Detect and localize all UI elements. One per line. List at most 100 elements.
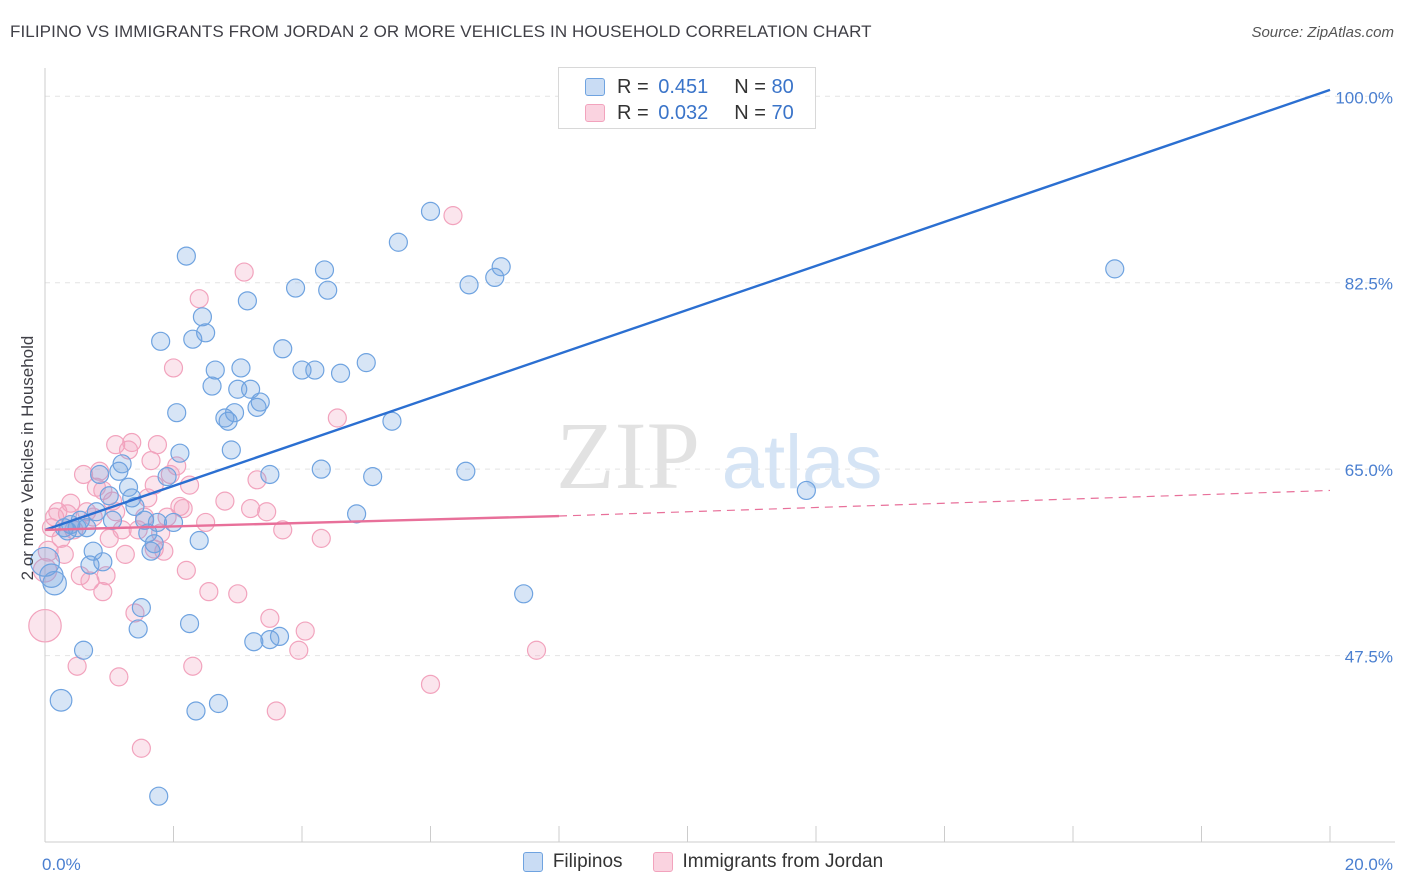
- jordan-point: [273, 520, 293, 540]
- filipino-point: [420, 201, 441, 221]
- jordan-point: [199, 582, 219, 602]
- filipino-point: [196, 323, 216, 343]
- legend-swatch-pink: [652, 852, 673, 872]
- filipino-point: [215, 408, 235, 428]
- x-tick-label: 0.0%: [42, 855, 81, 874]
- filipino-point: [205, 360, 225, 380]
- filipino-point: [189, 530, 209, 551]
- filipino-point: [456, 461, 476, 481]
- watermark-atlas: atlas: [722, 420, 883, 505]
- jordan-point: [420, 674, 441, 694]
- filipino-point: [125, 496, 145, 517]
- jordan-point: [327, 408, 347, 428]
- legend-item-filipinos: Filipinos: [522, 851, 623, 873]
- filipino-point: [157, 467, 177, 487]
- filipino-point: [202, 376, 222, 396]
- jordan-point: [260, 608, 280, 628]
- tick-labels: 47.5% 65.0% 82.5% 100.0% 0.0% 20.0%: [42, 88, 1393, 874]
- gridlines: [45, 95, 1395, 657]
- jordan-point: [73, 464, 94, 485]
- filipino-point: [796, 480, 816, 501]
- jordan-point: [443, 206, 463, 226]
- filipino-point: [167, 403, 187, 423]
- filipino-point: [138, 523, 158, 543]
- jordan-point: [37, 540, 59, 562]
- legend-n-value: 80: [771, 75, 794, 98]
- filipino-point: [118, 477, 139, 497]
- filipino-point: [224, 403, 245, 423]
- filipino-point: [382, 411, 402, 431]
- filipino-point: [49, 688, 73, 712]
- legend-row-filipinos: R = 0.451 N = 80: [585, 75, 794, 99]
- legend-n-label: N =: [734, 75, 766, 98]
- filipino-point: [314, 260, 335, 280]
- watermark: ZIP atlas: [556, 402, 882, 509]
- filipino-point: [244, 632, 264, 652]
- filipino-point: [459, 275, 479, 295]
- filipino-point: [485, 267, 505, 288]
- watermark-zip: ZIP: [556, 402, 700, 509]
- filipino-point: [163, 512, 184, 533]
- filipino-points: [30, 201, 1125, 806]
- x-tick-label: 20.0%: [1345, 855, 1393, 874]
- filipino-point: [305, 360, 325, 380]
- legend-r-label: R =: [617, 75, 649, 98]
- jordan-point: [109, 667, 129, 687]
- legend-n-value: 70: [771, 101, 794, 124]
- filipino-point: [170, 443, 190, 463]
- jordan-point: [125, 603, 145, 623]
- filipino-point: [318, 280, 338, 300]
- jordan-point: [295, 621, 315, 641]
- filipino-point: [285, 278, 306, 298]
- filipino-point: [491, 257, 511, 277]
- filipino-point: [128, 619, 148, 639]
- jordan-point: [526, 640, 547, 660]
- jordan-point: [70, 566, 90, 586]
- filipino-point: [179, 614, 200, 634]
- y-tick-label: 65.0%: [1345, 461, 1393, 480]
- jordan-points: [28, 206, 547, 758]
- chart-title: FILIPINO VS IMMIGRANTS FROM JORDAN 2 OR …: [10, 22, 872, 41]
- filipino-point: [149, 786, 169, 806]
- legend-swatch-pink: [585, 104, 605, 122]
- filipino-point: [112, 454, 132, 474]
- filipino-point: [347, 504, 367, 524]
- jordan-point: [61, 493, 81, 513]
- filipino-point: [192, 307, 213, 327]
- filipino-trend-line: [44, 88, 1331, 532]
- filipino-point: [186, 701, 206, 721]
- jordan-point: [141, 451, 161, 471]
- filipino-point: [102, 510, 123, 530]
- filipino-point: [1105, 259, 1125, 279]
- jordan-point: [234, 262, 254, 282]
- trend-lines: [44, 88, 1331, 532]
- jordan-point: [163, 358, 184, 378]
- jordan-point: [176, 560, 196, 580]
- filipino-point: [144, 534, 164, 554]
- axes: [44, 68, 1395, 843]
- y-tick-label: 100.0%: [1335, 88, 1393, 107]
- filipino-point: [269, 626, 290, 647]
- legend-swatch-blue: [522, 852, 543, 872]
- legend-r-label: R =: [617, 101, 649, 124]
- filipino-point: [151, 331, 171, 351]
- jordan-trend-extension: [558, 489, 1331, 517]
- legend-n-label: N =: [734, 101, 766, 124]
- jordan-point: [196, 512, 216, 533]
- jordan-point: [189, 289, 209, 309]
- filipino-point: [247, 397, 267, 417]
- filipino-point: [260, 464, 280, 485]
- filipino-point: [356, 353, 376, 373]
- jordan-trend-line: [44, 514, 560, 532]
- jordan-point: [115, 544, 135, 564]
- y-tick-label: 82.5%: [1345, 275, 1393, 294]
- filipino-point: [147, 512, 168, 533]
- filipino-point: [388, 232, 408, 252]
- jordan-point: [147, 435, 168, 455]
- jordan-point: [122, 432, 142, 453]
- legend-row-jordan: R = 0.032 N = 70: [585, 101, 794, 125]
- filipino-point: [99, 486, 119, 506]
- filipino-point: [131, 598, 151, 618]
- jordan-point: [67, 656, 87, 676]
